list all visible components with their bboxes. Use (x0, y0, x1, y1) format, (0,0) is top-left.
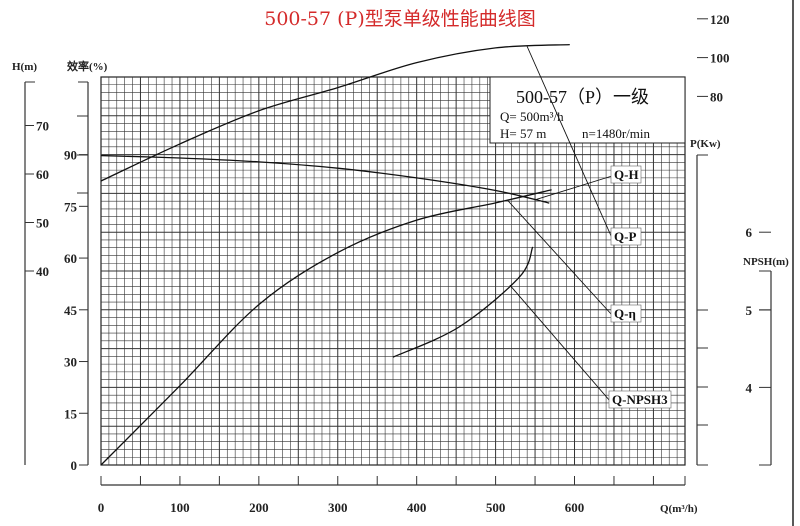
npsh-tick-label: 4 (746, 380, 753, 395)
leader-line (534, 175, 613, 201)
x-tick-label: 200 (249, 500, 269, 515)
npsh-tick-label: 6 (746, 225, 753, 240)
eta-tick-label: 0 (71, 458, 78, 473)
curve-q- (100, 189, 552, 466)
grid (100, 76, 686, 466)
x-tick-label: 400 (407, 500, 427, 515)
curve-label-box (610, 304, 642, 323)
eta-tick-label: 30 (64, 355, 77, 370)
curve-q-p (100, 43, 570, 182)
x-tick-label: 600 (565, 500, 585, 515)
curve-label-q-p: Q-P (614, 229, 636, 244)
curve-label-q-h: Q-H (614, 167, 639, 182)
curve-label-q-: Q-η (614, 306, 636, 321)
h-tick-label: 70 (36, 119, 49, 134)
curve-label-q-npsh3: Q-NPSH3 (612, 392, 668, 407)
chart-title: 500-57 (P)型泵单级性能曲线图 (264, 8, 536, 30)
eta-tick-label: 90 (64, 148, 77, 163)
info-model: 500-57（P）一级 (516, 87, 649, 107)
curve-label-box (610, 227, 642, 246)
leader-line (526, 46, 613, 239)
p-tick-label: 120 (710, 12, 730, 27)
x-tick-label: 0 (98, 500, 105, 515)
npsh-axis-label: NPSH(m) (743, 256, 789, 268)
eta-tick-label: 15 (64, 406, 78, 421)
eta-axis-label: 效率(%) (67, 59, 108, 73)
info-speed: n=1480r/min (582, 126, 650, 141)
x-axis-label: Q(m³/h) (660, 503, 698, 515)
h-tick-label: 50 (36, 216, 49, 231)
info-head: H= 57 m (500, 126, 546, 141)
eta-tick-label: 60 (64, 251, 77, 266)
leader-line (507, 199, 613, 316)
x-tick-label: 300 (328, 500, 348, 515)
curve-label-box (608, 390, 672, 409)
info-flow: Q= 500m³/h (500, 109, 564, 124)
npsh-tick-label: 5 (746, 303, 753, 318)
p-axis-label: P(Kw) (690, 138, 721, 150)
axes: 0 100 200 300 400 500 600 Q(m³/h) 40 50 60 70 H(m) 0 1… (12, 12, 789, 515)
x-tick-label: 100 (170, 500, 190, 515)
info-box: 500-57（P）一级 Q= 500m³/h H= 57 m n=1480r/m… (489, 76, 686, 144)
curve-labels: Q-H Q-P Q-η Q-NPSH3 (507, 46, 672, 409)
curve-q-h (100, 154, 550, 204)
curves (100, 43, 570, 466)
eta-tick-label: 75 (64, 199, 78, 214)
h-tick-label: 40 (36, 264, 49, 279)
eta-tick-label: 45 (64, 303, 78, 318)
curve-label-box (610, 165, 642, 184)
h-axis-label: H(m) (12, 61, 37, 73)
curve-q-npsh3 (392, 246, 534, 358)
leader-line (509, 284, 611, 402)
p-tick-label: 80 (710, 89, 723, 104)
p-tick-label: 100 (710, 51, 730, 66)
x-tick-label: 500 (486, 500, 506, 515)
h-tick-label: 60 (36, 167, 49, 182)
